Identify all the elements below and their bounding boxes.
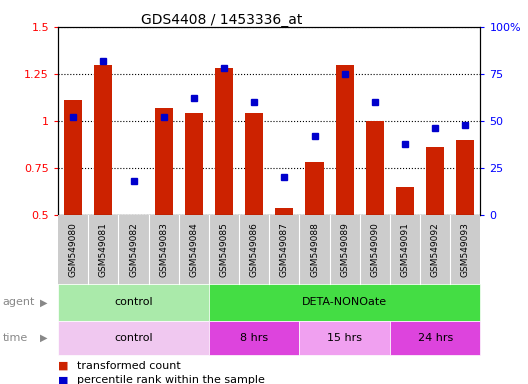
Text: GDS4408 / 1453336_at: GDS4408 / 1453336_at xyxy=(141,13,303,27)
Bar xyxy=(426,147,444,309)
Bar xyxy=(336,65,354,309)
Bar xyxy=(215,68,233,309)
Text: GSM549082: GSM549082 xyxy=(129,222,138,277)
Text: GSM549083: GSM549083 xyxy=(159,222,168,277)
Text: GSM549092: GSM549092 xyxy=(431,222,440,277)
Bar xyxy=(64,100,82,309)
Text: GSM549090: GSM549090 xyxy=(370,222,380,277)
Text: time: time xyxy=(3,333,28,343)
Text: GSM549088: GSM549088 xyxy=(310,222,319,277)
Text: GSM549086: GSM549086 xyxy=(250,222,259,277)
Bar xyxy=(306,162,324,309)
Text: GSM549087: GSM549087 xyxy=(280,222,289,277)
Bar xyxy=(185,113,203,309)
Bar xyxy=(245,113,263,309)
Text: GSM549089: GSM549089 xyxy=(340,222,349,277)
Text: GSM549084: GSM549084 xyxy=(190,222,199,277)
Text: 24 hrs: 24 hrs xyxy=(418,333,453,343)
Text: GSM549081: GSM549081 xyxy=(99,222,108,277)
Text: 8 hrs: 8 hrs xyxy=(240,333,268,343)
Bar xyxy=(155,108,173,309)
Text: ▶: ▶ xyxy=(40,333,47,343)
Text: GSM549091: GSM549091 xyxy=(401,222,410,277)
Bar xyxy=(95,65,112,309)
Bar xyxy=(366,121,384,309)
Text: ■: ■ xyxy=(58,375,69,384)
Text: ▶: ▶ xyxy=(40,297,47,308)
Text: agent: agent xyxy=(3,297,35,308)
Bar xyxy=(275,207,294,309)
Text: ■: ■ xyxy=(58,361,69,371)
Text: GSM549085: GSM549085 xyxy=(220,222,229,277)
Text: GSM549093: GSM549093 xyxy=(461,222,470,277)
Text: DETA-NONOate: DETA-NONOate xyxy=(302,297,387,308)
Text: percentile rank within the sample: percentile rank within the sample xyxy=(77,375,265,384)
Bar xyxy=(396,187,414,309)
Bar xyxy=(456,140,475,309)
Text: 15 hrs: 15 hrs xyxy=(327,333,362,343)
Text: control: control xyxy=(114,333,153,343)
Bar xyxy=(125,215,143,309)
Text: transformed count: transformed count xyxy=(77,361,180,371)
Text: control: control xyxy=(114,297,153,308)
Text: GSM549080: GSM549080 xyxy=(69,222,78,277)
